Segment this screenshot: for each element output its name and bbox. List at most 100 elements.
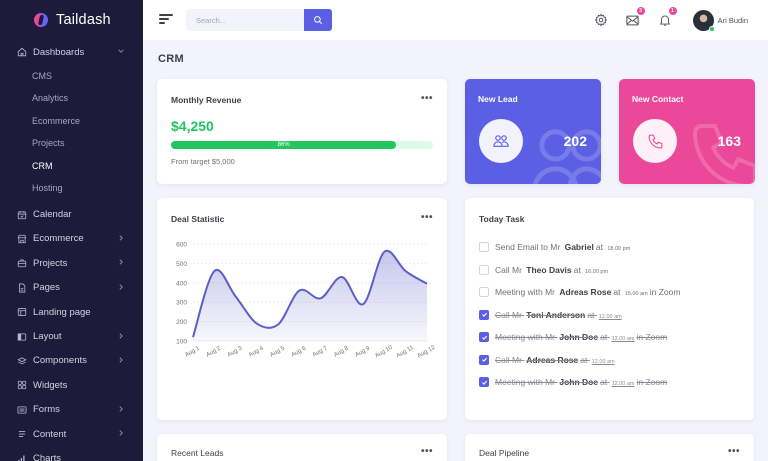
sidebar-subitem-cms[interactable]: CMS — [32, 70, 52, 81]
user-name: Ari Budin — [717, 15, 748, 25]
x-tick-label: Aug 11 — [396, 345, 416, 360]
task-checkbox[interactable] — [479, 309, 489, 320]
task-checkbox[interactable] — [479, 377, 489, 388]
app-logo[interactable]: Taildash — [0, 0, 143, 40]
x-tick-label: Aug 9 — [354, 345, 371, 358]
task-prefix: Call Mr — [495, 264, 522, 275]
user-menu[interactable]: Ari Budin — [692, 9, 748, 32]
sidebar-subitem-analytics[interactable]: Analytics — [32, 93, 69, 104]
sidebar-item-label: Dashboards — [33, 46, 85, 58]
task-text: Call Mr Toni Anderson at 12.00 am — [495, 310, 624, 320]
sidebar-item-content[interactable]: Content — [0, 422, 143, 446]
gear-icon — [594, 13, 607, 27]
card-title: New Lead — [478, 94, 518, 104]
components-icon — [17, 356, 27, 366]
sidebar-item-projects[interactable]: Projects — [0, 251, 143, 275]
task-at: at — [580, 354, 588, 365]
x-tick-label: Aug 12 — [417, 344, 437, 359]
more-options-button[interactable]: ••• — [727, 446, 740, 457]
deal-statistic-chart: 100 200 300 400 500 600 Aug 1 Aug 2 Aug 3 Aug 4 Au… — [176, 242, 437, 360]
sidebar-item-label: Ecommerce — [33, 233, 84, 245]
y-tick-label: 300 — [176, 300, 187, 307]
sidebar-subitem-hosting[interactable]: Hosting — [32, 183, 63, 194]
task-person: John Doe — [559, 332, 599, 343]
task-item: Meeting with Mr John Doe at 12.00 am in Zo… — [479, 371, 680, 394]
more-options-button[interactable]: ••• — [420, 446, 433, 457]
sidebar-item-charts[interactable]: Charts — [0, 446, 143, 461]
task-checkbox[interactable] — [479, 332, 489, 343]
document-icon — [17, 283, 27, 293]
sidebar-item-label: Projects — [33, 257, 68, 269]
task-checkbox[interactable] — [479, 264, 489, 275]
settings-button[interactable] — [593, 12, 609, 28]
chevron-right-icon — [117, 356, 125, 366]
sidebar-item-calendar[interactable]: Calendar — [0, 202, 143, 226]
task-time: 12.00 am — [591, 358, 615, 365]
x-tick-label: Aug 8 — [333, 345, 350, 358]
messages-button[interactable]: 3 — [625, 7, 645, 28]
sidebar-item-dashboards[interactable]: Dashboards — [0, 40, 143, 64]
chevron-right-icon — [117, 405, 125, 415]
sidebar-item-landing-page[interactable]: Landing page — [0, 300, 143, 324]
task-list: Send Email to Mr Gabriel at 18.00 pm Call … — [479, 236, 680, 394]
dashboards-submenu: CMS Analytics Ecommerce Projects CRM Hos… — [0, 64, 143, 199]
task-time: 18.00 pm — [607, 246, 631, 253]
sidebar-item-label: Layout — [33, 331, 62, 343]
task-prefix: Meeting with Mr — [495, 332, 555, 343]
sidebar-item-layout[interactable]: Layout — [0, 324, 143, 348]
search-input[interactable] — [186, 9, 304, 31]
more-options-button[interactable]: ••• — [420, 212, 433, 223]
series-line — [192, 249, 428, 338]
notifications-button[interactable]: 1 — [657, 7, 677, 28]
chevron-right-icon — [117, 258, 125, 268]
card-title: Recent Leads — [171, 448, 224, 458]
sidebar-item-components[interactable]: Components — [0, 349, 143, 373]
today-task-card: Today Task Send Email to Mr Gabriel at 18… — [465, 198, 754, 420]
task-time: 12.00 am — [598, 313, 622, 320]
revenue-progress-bar: 86% — [171, 141, 433, 149]
sidebar-subitem-crm[interactable]: CRM — [32, 160, 53, 171]
search-button[interactable] — [304, 9, 332, 31]
briefcase-icon — [17, 258, 27, 268]
more-options-button[interactable]: ••• — [420, 93, 433, 104]
task-checkbox[interactable] — [479, 354, 489, 365]
chevron-right-icon — [117, 283, 125, 293]
search-icon — [314, 16, 323, 25]
sidebar-item-label: Content — [33, 428, 67, 440]
task-text: Meeting with Mr John Doe at 12.00 am in Zo… — [495, 332, 667, 342]
chart-icon — [17, 453, 27, 461]
progress-fill: 86% — [171, 141, 397, 149]
task-person: John Doe — [559, 377, 599, 388]
task-text: Call Mr Adreas Rose at 12.00 am — [495, 355, 617, 365]
task-checkbox[interactable] — [479, 242, 489, 253]
content-icon — [17, 429, 27, 439]
sidebar-item-ecommerce[interactable]: Ecommerce — [0, 227, 143, 251]
task-at: at — [587, 309, 595, 320]
card-title: Deal Statistic — [171, 214, 225, 224]
task-person: Toni Anderson — [526, 309, 586, 320]
monthly-revenue-card: Monthly Revenue ••• $4,250 86% From targ… — [157, 79, 447, 184]
sidebar-item-label: Pages — [33, 282, 60, 294]
menu-toggle-icon[interactable] — [159, 14, 173, 25]
sidebar-item-widgets[interactable]: Widgets — [0, 373, 143, 397]
sidebar-subitem-ecommerce[interactable]: Ecommerce — [32, 115, 81, 126]
task-person: Adreas Rose — [559, 287, 612, 298]
new-contact-card[interactable]: New Contact 163 — [619, 79, 755, 184]
users-icon — [493, 135, 509, 147]
x-tick-label: Aug 6 — [291, 345, 308, 358]
new-lead-card[interactable]: New Lead 202 — [465, 79, 601, 184]
card-title: New Contact — [632, 94, 684, 104]
sidebar-item-pages[interactable]: Pages — [0, 276, 143, 300]
notifications-badge: 1 — [668, 7, 677, 15]
sidebar-subitem-projects[interactable]: Projects — [32, 138, 65, 149]
chevron-right-icon — [117, 429, 125, 439]
task-person: Gabriel — [564, 242, 594, 253]
y-tick-label: 600 — [176, 242, 187, 249]
contact-icon-circle — [633, 119, 677, 163]
check-icon — [481, 357, 487, 363]
topbar: 3 1 Ari Budin — [143, 0, 768, 40]
task-checkbox[interactable] — [479, 287, 489, 298]
check-icon — [481, 335, 487, 340]
form-icon — [17, 405, 27, 415]
sidebar-item-forms[interactable]: Forms — [0, 398, 143, 422]
